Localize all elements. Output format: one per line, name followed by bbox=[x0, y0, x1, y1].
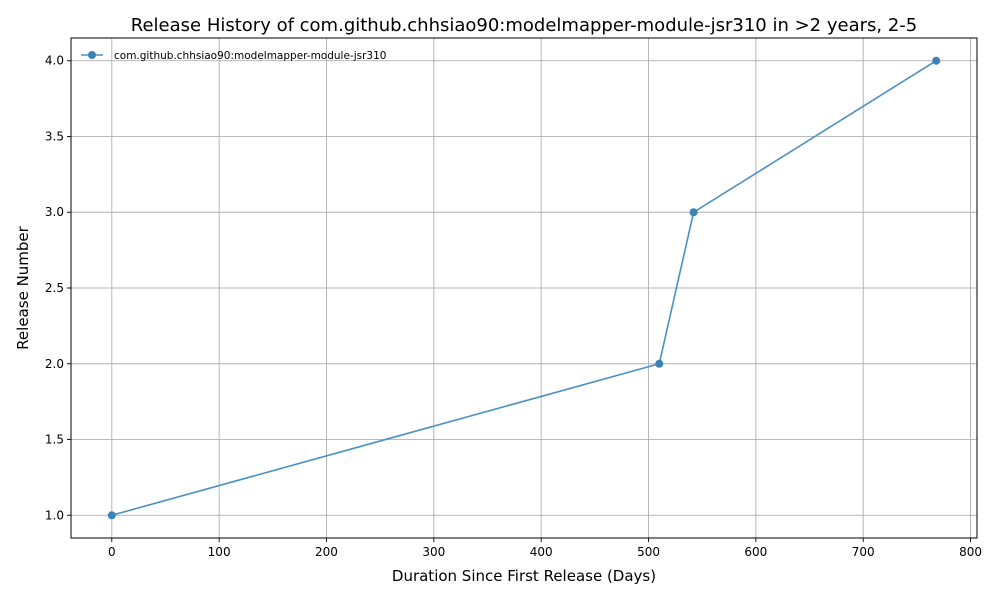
y-tick-label: 3.5 bbox=[45, 129, 64, 143]
x-tick-label: 700 bbox=[852, 545, 875, 559]
chart-title: Release History of com.github.chhsiao90:… bbox=[131, 15, 917, 36]
series-line bbox=[111, 60, 937, 517]
data-point bbox=[655, 359, 664, 368]
x-tick-label: 400 bbox=[530, 545, 553, 559]
x-tick-label: 0 bbox=[108, 545, 116, 559]
x-tick-label: 600 bbox=[744, 545, 767, 559]
grid-lines bbox=[71, 38, 977, 538]
data-point bbox=[107, 511, 116, 520]
x-tick-label: 100 bbox=[208, 545, 231, 559]
y-tick-label: 1.5 bbox=[45, 433, 64, 447]
data-point bbox=[689, 208, 698, 217]
x-tick-label: 800 bbox=[959, 545, 982, 559]
series-layer bbox=[107, 56, 941, 520]
y-tick-label: 3.0 bbox=[45, 205, 64, 219]
y-tick-label: 2.0 bbox=[45, 357, 64, 371]
plot-area-frame bbox=[70, 37, 978, 539]
y-axis-label: Release Number bbox=[14, 225, 32, 349]
data-point bbox=[932, 56, 941, 65]
axis-ticks: 0 100 200 300 400 500 600 700 800 1.0 1.5 2.0 2.5 3.0… bbox=[45, 54, 982, 559]
x-tick-label: 500 bbox=[637, 545, 660, 559]
x-tick-label: 200 bbox=[315, 545, 338, 559]
x-axis-label: Duration Since First Release (Days) bbox=[392, 567, 656, 585]
y-tick-label: 4.0 bbox=[45, 54, 64, 68]
legend: com.github.chhsiao90:modelmapper-module-… bbox=[81, 50, 386, 62]
y-tick-label: 2.5 bbox=[45, 281, 64, 295]
y-tick-label: 1.0 bbox=[45, 508, 64, 522]
legend-marker-swatch bbox=[88, 51, 96, 59]
x-tick-label: 300 bbox=[422, 545, 445, 559]
legend-entry-label: com.github.chhsiao90:modelmapper-module-… bbox=[114, 50, 386, 62]
